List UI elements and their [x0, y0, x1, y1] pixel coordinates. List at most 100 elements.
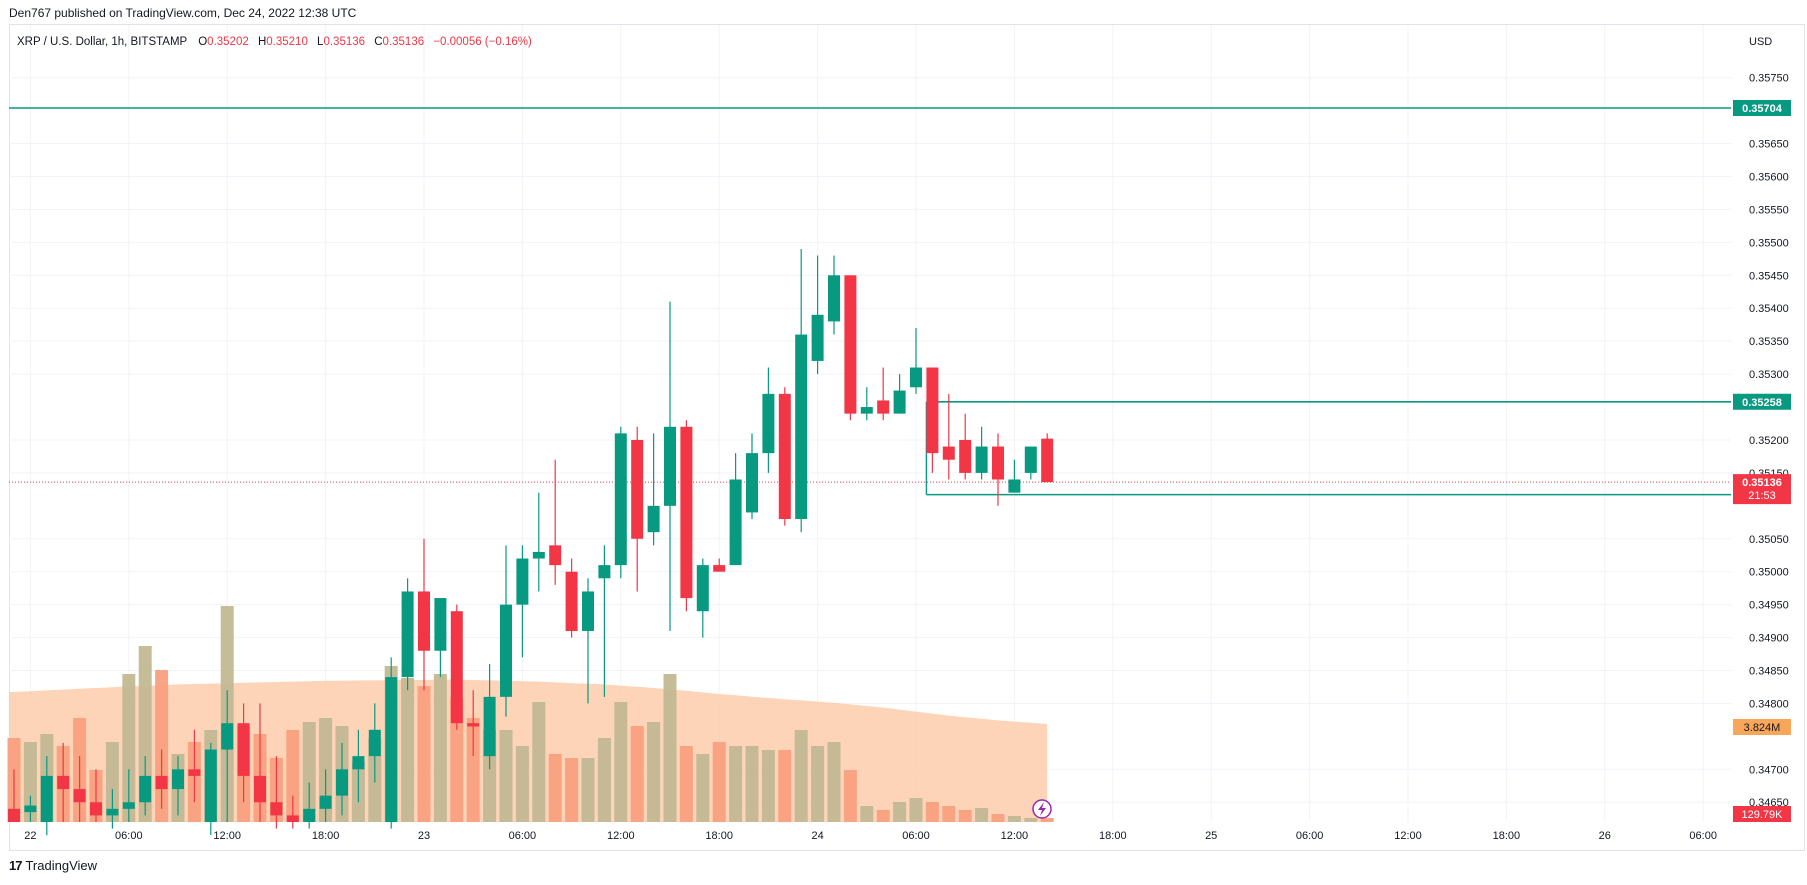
volume-bar — [958, 810, 972, 822]
volume-bar — [827, 742, 841, 822]
candle-body — [40, 775, 53, 822]
price-tick-label: 0.34850 — [1749, 666, 1789, 678]
legend-c-label: C — [374, 36, 382, 48]
legend-o-label: O — [198, 36, 207, 48]
volume-bar — [1040, 818, 1054, 822]
volume-bar — [401, 678, 415, 822]
time-tick-label: 06:00 — [1689, 830, 1717, 842]
candle-body — [73, 789, 86, 803]
volume-bar — [417, 686, 431, 822]
candles-layer — [8, 248, 1054, 836]
candle-body — [483, 696, 496, 757]
price-tick-label: 0.34700 — [1749, 764, 1789, 776]
tradingview-logo-icon: 17 — [9, 858, 23, 873]
candle-body — [680, 426, 693, 599]
time-tick-label: 12:00 — [1394, 830, 1422, 842]
candle-body — [844, 275, 857, 414]
legend-l-value: 0.35136 — [323, 36, 365, 48]
candle-body — [664, 426, 676, 506]
candle-body — [959, 439, 972, 473]
candle-body — [778, 393, 791, 520]
level-price-badge — [1733, 99, 1791, 116]
candle-body — [828, 275, 840, 322]
candle-body — [565, 571, 578, 631]
legend-o-value: 0.35202 — [207, 36, 249, 48]
volume-bar — [696, 754, 710, 822]
candle-body — [532, 551, 545, 559]
volume-bar — [761, 750, 775, 822]
price-tick-label: 0.35550 — [1749, 204, 1789, 216]
volume-bar — [286, 730, 300, 822]
candle-body — [746, 453, 758, 513]
chart-frame[interactable] — [9, 24, 1805, 851]
volume-bar — [302, 722, 316, 822]
candle-body — [336, 769, 348, 796]
price-axis[interactable]: 0.35750 0.35650 0.35600 0.35550 0.35500 0.354… — [1733, 36, 1791, 822]
volume-bar — [909, 798, 923, 822]
candle-body — [811, 314, 824, 361]
price-tick-label: 0.35050 — [1749, 534, 1789, 546]
price-tick-label: 0.35750 — [1749, 73, 1789, 85]
candle-body — [729, 479, 742, 566]
volume-bar — [515, 746, 529, 822]
candle-body — [942, 446, 955, 460]
level-lines — [9, 107, 1731, 496]
alert-lightning-icon[interactable] — [1032, 799, 1052, 819]
price-tick-label: 0.35200 — [1749, 435, 1789, 447]
volume-bar — [663, 674, 677, 822]
candle-body — [106, 808, 119, 816]
time-tick-label: 26 — [1599, 830, 1611, 842]
level-price-label: 0.35704 — [1742, 103, 1783, 115]
candle-body — [385, 677, 398, 822]
volume-bar — [466, 718, 480, 822]
volume-bar — [565, 758, 579, 822]
level-price-label: 0.35258 — [1742, 397, 1782, 409]
time-tick-label: 18:00 — [312, 830, 340, 842]
price-tick-label: 0.34950 — [1749, 600, 1789, 612]
volume-bar — [433, 674, 447, 822]
volume-bar — [991, 814, 1005, 822]
volume-bar — [712, 742, 726, 822]
time-tick-label: 06:00 — [509, 830, 537, 842]
candle-body — [795, 334, 808, 520]
volume-bar — [647, 722, 661, 822]
bar-countdown-label: 21:53 — [1748, 490, 1776, 502]
candle-body — [188, 769, 201, 776]
level-price-badge — [1733, 393, 1791, 410]
candle-body — [155, 775, 168, 790]
candle-body — [877, 400, 890, 414]
price-tick-label: 0.35600 — [1749, 171, 1789, 183]
candle-body — [713, 565, 726, 572]
legend-change: −0.00056 (−0.16%) — [433, 36, 532, 48]
candle-body — [582, 591, 594, 631]
time-tick-label: 18:00 — [1099, 830, 1127, 842]
publish-line: Den767 published on TradingView.com, Dec… — [9, 6, 357, 20]
price-tick-label: 0.35000 — [1749, 567, 1789, 579]
current-price-label: 0.35136 — [1742, 477, 1782, 489]
time-tick-label: 18:00 — [705, 830, 733, 842]
candle-body — [647, 505, 660, 533]
volume-bar — [499, 730, 513, 822]
time-tick-label: 06:00 — [1296, 830, 1324, 842]
candle-body — [24, 805, 37, 813]
time-tick-label: 24 — [811, 830, 823, 842]
volume-bar — [122, 674, 136, 822]
time-tick-label: 23 — [418, 830, 430, 842]
volume-bar — [942, 806, 956, 822]
time-axis[interactable]: 22 06:00 12:00 18:00 23 06:00 12:00 18:00 24 06:0… — [24, 830, 1717, 842]
time-tick-label: 12:00 — [607, 830, 635, 842]
volume-bar — [581, 758, 595, 822]
price-tick-label: 0.35650 — [1749, 139, 1789, 151]
candle-body — [1008, 479, 1021, 493]
candle-body — [910, 367, 922, 388]
volume-bar — [811, 746, 825, 822]
candle-body — [450, 611, 463, 724]
legend-c-value: 0.35136 — [383, 36, 425, 48]
volume-bar — [614, 702, 628, 822]
candle-body — [500, 604, 512, 697]
candle-body — [8, 808, 20, 822]
volume-bar — [794, 730, 808, 822]
svg-text:XRP / U.S. Dollar, 1h, BITSTAM: XRP / U.S. Dollar, 1h, BITSTAMP O0.35202… — [17, 36, 532, 48]
candle-body — [434, 598, 447, 651]
